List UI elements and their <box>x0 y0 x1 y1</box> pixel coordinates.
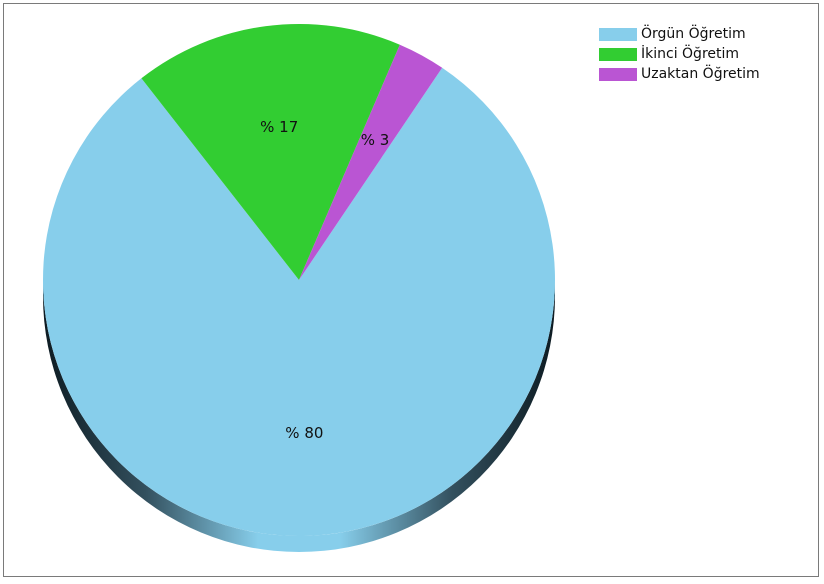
legend-label-ikinci: İkinci Öğretim <box>641 46 740 62</box>
legend-label-uzaktan: Uzaktan Öğretim <box>641 66 760 82</box>
pie-slice-1 <box>141 24 400 280</box>
legend: Örgün Öğretim İkinci Öğretim Uzaktan Öğr… <box>599 24 760 84</box>
legend-item-ikinci: İkinci Öğretim <box>599 44 760 64</box>
chart-frame: % 80 % 17 % 3 Örgün Öğretim İkinci Öğretim… <box>3 3 819 577</box>
legend-swatch-orgun <box>599 27 637 41</box>
legend-item-orgun: Örgün Öğretim <box>599 24 760 44</box>
legend-swatch-uzaktan <box>599 67 637 81</box>
pie-slice-label-1: % 17 <box>260 118 298 136</box>
legend-label-orgun: Örgün Öğretim <box>641 26 746 42</box>
pie-slice-label-2: % 3 <box>361 131 390 149</box>
legend-item-uzaktan: Uzaktan Öğretim <box>599 64 760 84</box>
pie-labels: % 80 % 17 % 3 <box>260 118 389 442</box>
pie-slice-label-0: % 80 <box>285 424 323 442</box>
pie-slice-2 <box>299 44 443 280</box>
pie-slice-0 <box>42 67 555 536</box>
pie-slices <box>42 24 555 536</box>
pie-chart: % 80 % 17 % 3 <box>42 24 555 552</box>
legend-swatch-ikinci <box>599 47 637 61</box>
